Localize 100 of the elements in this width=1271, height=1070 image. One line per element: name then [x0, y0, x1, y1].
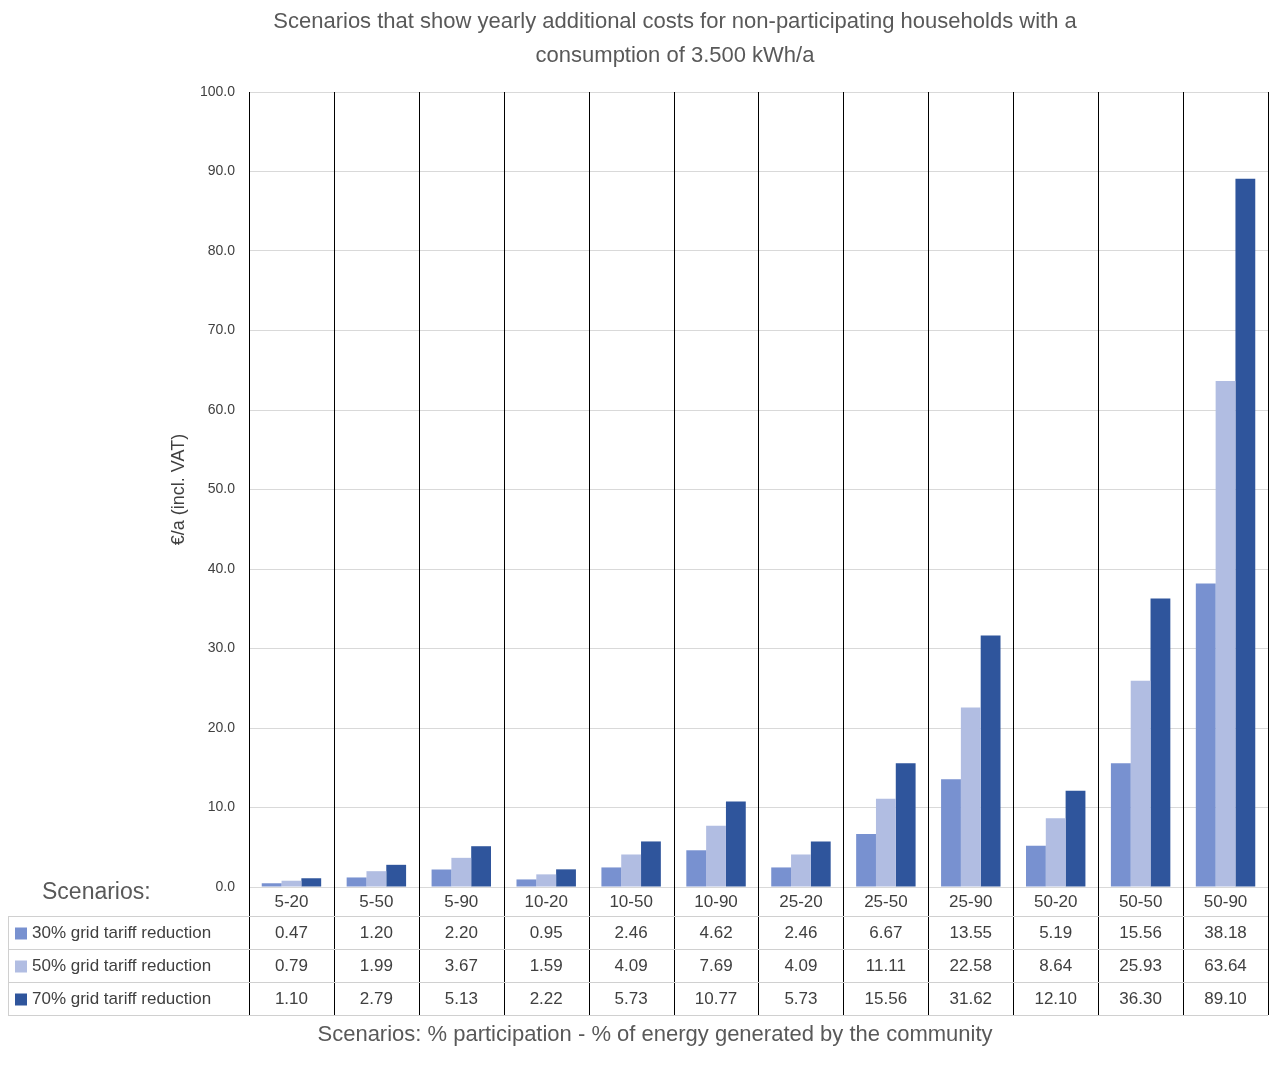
- data-label: 4.62: [699, 923, 733, 943]
- y-tick-label: 90.0: [207, 162, 236, 179]
- y-tick-label: 20.0: [207, 718, 236, 735]
- bar: [431, 869, 452, 887]
- data-label: 4.09: [614, 956, 648, 976]
- bar: [791, 854, 811, 887]
- data-label: 31.62: [949, 989, 993, 1009]
- bar: [1235, 178, 1256, 887]
- x-tick-label: 5-90: [444, 892, 479, 912]
- bar: [621, 854, 642, 887]
- data-label: 10.77: [694, 989, 738, 1009]
- data-label: 0.95: [529, 923, 563, 943]
- legend-label: 30% grid tariff reduction: [32, 923, 212, 943]
- data-label: 63.64: [1204, 956, 1247, 976]
- x-tick-label: 25-50: [864, 892, 908, 912]
- bar: [980, 635, 1001, 887]
- bar: [875, 798, 896, 887]
- bar: [451, 857, 472, 887]
- bar: [641, 841, 661, 887]
- bar: [601, 867, 622, 887]
- bar: [1025, 845, 1046, 887]
- data-label: 5.73: [614, 989, 648, 1009]
- bar: [556, 869, 576, 887]
- bar: [281, 880, 302, 887]
- data-label: 2.46: [614, 923, 648, 943]
- data-label: 0.47: [274, 923, 309, 943]
- chart-title: Scenarios that show yearly additional costs for non-participating households with a consumption of 3.500 kWh/a: [273, 8, 1078, 68]
- bar: [1045, 818, 1066, 887]
- data-label: 4.09: [784, 956, 818, 976]
- x-tick-label: 10-50: [609, 892, 653, 912]
- y-tick-label: 30.0: [207, 639, 236, 656]
- y-tick-label: 0.0: [215, 877, 236, 894]
- bar: [346, 877, 367, 887]
- x-tick-label: 10-20: [524, 892, 568, 912]
- data-label: 25.93: [1119, 956, 1162, 976]
- y-tick-label: 70.0: [207, 321, 236, 338]
- bar: [1195, 583, 1216, 887]
- data-label: 13.55: [949, 923, 993, 943]
- data-label: 2.20: [444, 923, 478, 943]
- bar: [301, 878, 322, 887]
- data-label: 1.10: [274, 989, 309, 1009]
- x-tick-label: 10-90: [694, 892, 738, 912]
- x-tick-label: 25-20: [779, 892, 823, 912]
- bar: [1150, 598, 1171, 887]
- y-axis-title: €/a (incl. VAT): [167, 433, 188, 546]
- legend-label: 50% grid tariff reduction: [32, 956, 212, 976]
- x-tick-label: 5-20: [274, 892, 309, 912]
- data-label: 22.58: [949, 956, 993, 976]
- data-label: 2.79: [359, 989, 393, 1009]
- legend-label: 70% grid tariff reduction: [32, 989, 212, 1009]
- bar: [856, 833, 876, 887]
- bar: [516, 879, 537, 887]
- y-tick-label: 80.0: [207, 241, 236, 258]
- data-label: 2.46: [784, 923, 818, 943]
- data-label: 38.18: [1204, 923, 1247, 943]
- x-tick-label: 5-50: [359, 892, 394, 912]
- bar: [1110, 763, 1131, 887]
- bar: [771, 867, 792, 887]
- x-axis-title: Scenarios: % participation - % of energy generated by the community: [317, 1021, 993, 1047]
- data-label: 15.56: [1119, 923, 1162, 943]
- data-label: 5.73: [784, 989, 818, 1009]
- data-label: 7.69: [699, 956, 733, 976]
- x-tick-label: 50-50: [1118, 892, 1163, 912]
- x-tick-label: 25-90: [949, 892, 993, 912]
- bar: [725, 801, 746, 887]
- data-label: 15.56: [864, 989, 908, 1009]
- y-tick-label: 60.0: [207, 400, 236, 417]
- data-label: 11.11: [865, 956, 906, 976]
- data-label: 3.67: [444, 956, 478, 976]
- data-label: 0.79: [274, 956, 309, 976]
- bar: [941, 779, 961, 887]
- bar: [1130, 680, 1151, 887]
- text: Scenarios:: [42, 878, 151, 905]
- bar: [686, 850, 707, 887]
- bar: [1065, 790, 1086, 887]
- bar: [706, 825, 726, 887]
- data-label: 1.20: [359, 923, 393, 943]
- bar: [366, 871, 387, 887]
- bar: [960, 707, 981, 887]
- x-tick-label: 50-20: [1033, 892, 1078, 912]
- data-label: 36.30: [1119, 989, 1162, 1009]
- data-label: 5.19: [1039, 923, 1073, 943]
- bar: [810, 841, 831, 887]
- bar: [1215, 381, 1236, 887]
- data-label: 2.22: [529, 989, 563, 1009]
- data-label: 8.64: [1039, 956, 1073, 976]
- bar: [895, 763, 916, 887]
- data-label: 12.10: [1034, 989, 1077, 1009]
- bar: [261, 883, 282, 887]
- y-tick-label: 50.0: [207, 480, 236, 497]
- data-label: 6.67: [869, 923, 903, 943]
- data-label: 1.99: [359, 956, 393, 976]
- data-label: 1.59: [529, 956, 563, 976]
- data-label: 89.10: [1204, 989, 1247, 1009]
- y-tick-label: 100.0: [199, 82, 236, 99]
- bar: [536, 874, 557, 887]
- bar: [471, 846, 492, 887]
- data-label: 5.13: [444, 989, 478, 1009]
- x-tick-label: 50-90: [1203, 892, 1248, 912]
- y-tick-label: 40.0: [207, 559, 236, 576]
